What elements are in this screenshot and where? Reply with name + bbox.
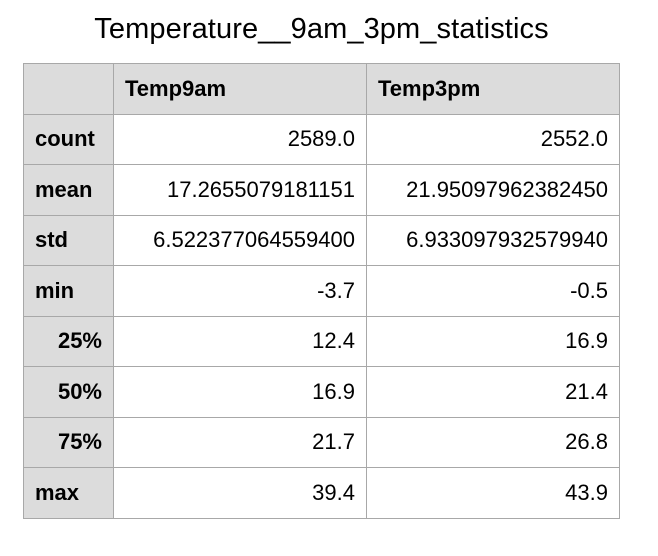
row-label: min: [23, 265, 114, 317]
column-header-temp9am: Temp9am: [113, 63, 367, 115]
table-row: max 39.4 43.9: [23, 467, 620, 519]
value-cell: 6.522377064559400: [113, 214, 367, 266]
value-cell: 12.4: [113, 315, 367, 367]
statistics-table: Temp9am Temp3pm count 2589.0 2552.0 mean 17.…: [23, 63, 620, 519]
value-cell: 2552.0: [366, 113, 620, 165]
table-body: count 2589.0 2552.0 mean 17.2655079181151 21.…: [23, 113, 620, 519]
table-row: std 6.522377064559400 6.933097932579940: [23, 214, 620, 266]
table-row: 50% 16.9 21.4: [23, 366, 620, 418]
table-row: 25% 12.4 16.9: [23, 315, 620, 367]
table-row: 75% 21.7 26.8: [23, 416, 620, 468]
value-cell: 21.4: [366, 366, 620, 418]
value-cell: 26.8: [366, 416, 620, 468]
value-cell: 17.2655079181151: [113, 164, 367, 216]
value-cell: 6.933097932579940: [366, 214, 620, 266]
value-cell: -3.7: [113, 265, 367, 317]
table-row: min -3.7 -0.5: [23, 265, 620, 317]
value-cell: 16.9: [366, 315, 620, 367]
header-row: Temp9am Temp3pm: [23, 63, 620, 115]
row-label: std: [23, 214, 114, 266]
row-label: 75%: [23, 416, 114, 468]
value-cell: 16.9: [113, 366, 367, 418]
value-cell: 39.4: [113, 467, 367, 519]
value-cell: 43.9: [366, 467, 620, 519]
column-header-temp3pm: Temp3pm: [366, 63, 620, 115]
row-label: count: [23, 113, 114, 165]
row-label: max: [23, 467, 114, 519]
value-cell: 21.95097962382450: [366, 164, 620, 216]
table-title: Temperature__9am_3pm_statistics: [94, 13, 549, 45]
row-label: 50%: [23, 366, 114, 418]
row-label: 25%: [23, 315, 114, 367]
row-label: mean: [23, 164, 114, 216]
table-row: count 2589.0 2552.0: [23, 113, 620, 165]
value-cell: 2589.0: [113, 113, 367, 165]
value-cell: 21.7: [113, 416, 367, 468]
value-cell: -0.5: [366, 265, 620, 317]
corner-cell: [23, 63, 114, 115]
table-row: mean 17.2655079181151 21.95097962382450: [23, 164, 620, 216]
